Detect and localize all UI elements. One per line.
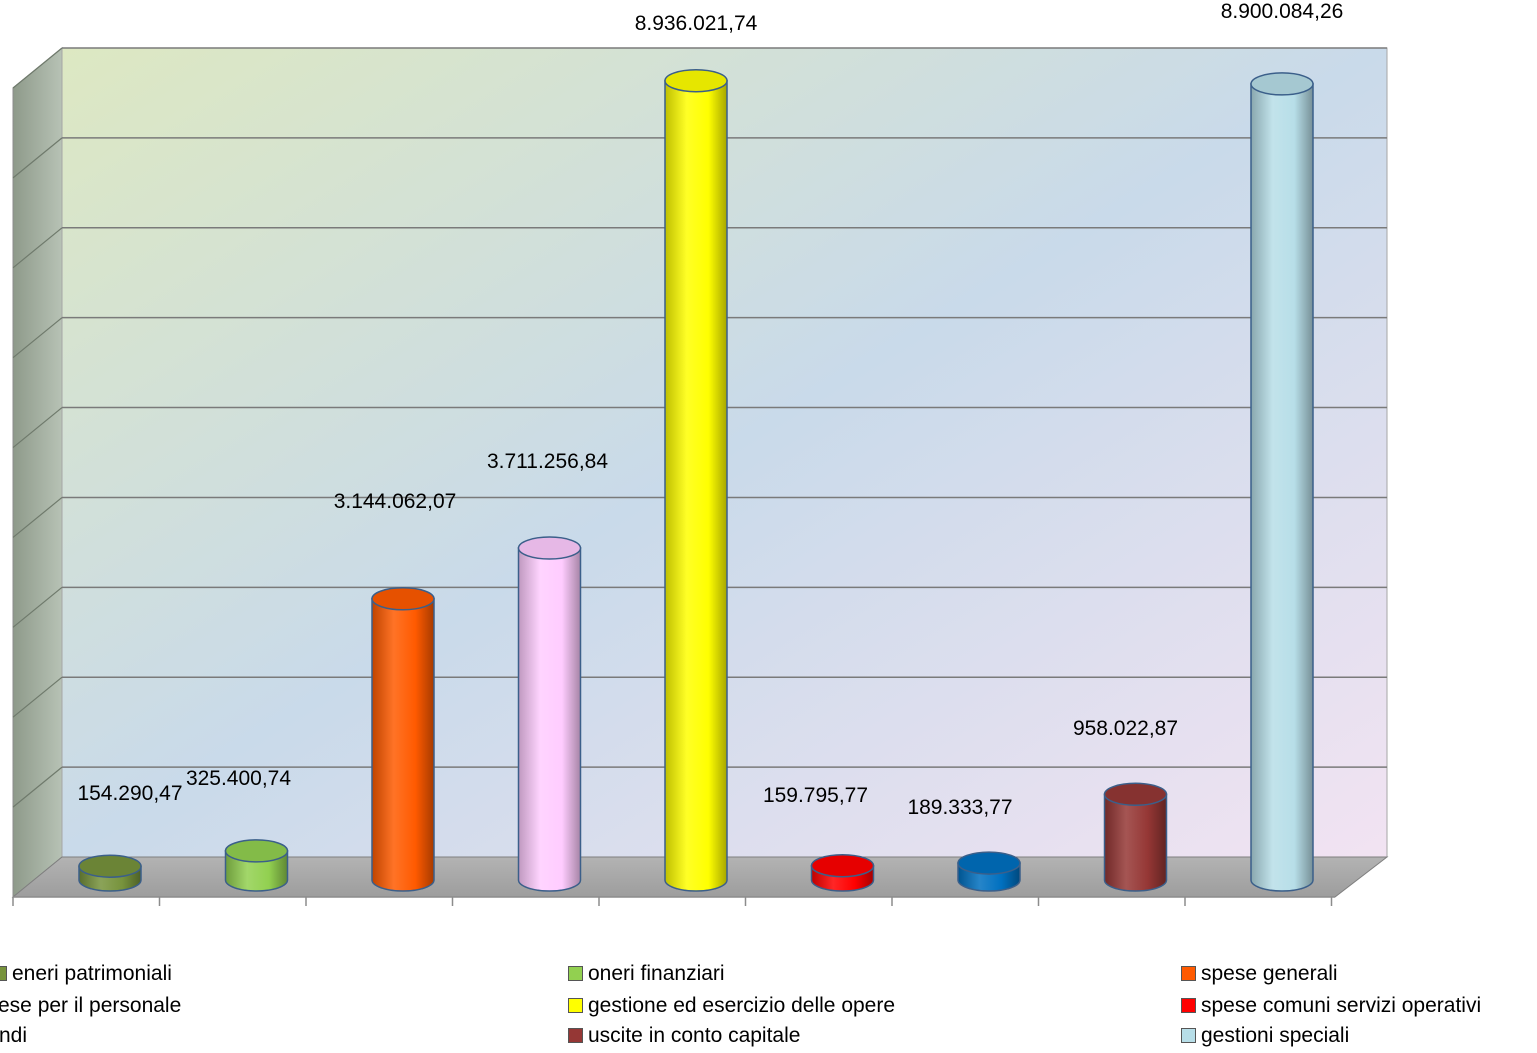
legend-item: spese generali <box>1181 960 1338 988</box>
bar-body <box>1103 793 1168 892</box>
bar-top <box>810 853 875 878</box>
legend-label: eneri patrimoniali <box>12 962 172 985</box>
gridline-side <box>12 227 63 269</box>
data-label: 958.022,87 <box>1073 717 1178 740</box>
side-wall <box>12 46 63 899</box>
bars <box>78 68 1314 892</box>
legend: eneri patrimoniali oneri finanziari spes… <box>0 960 1537 1053</box>
legend-item: uscite in conto capitale <box>568 1022 800 1050</box>
data-label: 154.290,47 <box>77 782 182 805</box>
bar-body <box>517 547 582 892</box>
bar-body <box>664 79 728 892</box>
legend-label: oneri finanziari <box>588 962 725 985</box>
bar <box>664 68 728 892</box>
legend-label: ese per il personale <box>0 994 182 1017</box>
legend-item: gestioni speciali <box>1181 1022 1349 1050</box>
gridline-side <box>12 586 63 628</box>
data-label: 3.711.256,84 <box>487 450 608 473</box>
bar <box>517 536 582 892</box>
legend-item: gestione ed esercizio delle opere <box>568 992 895 1020</box>
legend-label: gestioni speciali <box>1201 1024 1350 1047</box>
legend-label: spese generali <box>1201 962 1338 985</box>
legend-item: ese per il personale <box>0 992 181 1020</box>
gridline-side <box>12 137 63 179</box>
data-label: 8.900.084,26 <box>1221 0 1344 23</box>
legend-swatch <box>1181 998 1196 1013</box>
legend-item: eneri patrimoniali <box>0 960 172 988</box>
bar <box>810 853 875 892</box>
legend-label: spese comuni servizi operativi <box>1201 994 1482 1017</box>
legend-label: ndi <box>0 1024 28 1047</box>
data-label: 189.333,77 <box>907 796 1012 819</box>
bar-top <box>1103 782 1168 807</box>
bar-top <box>1250 72 1314 96</box>
bar-body <box>371 598 435 892</box>
bar-top <box>371 587 435 611</box>
legend-swatch <box>568 998 583 1013</box>
bar-top <box>957 851 1021 875</box>
legend-swatch <box>0 966 7 981</box>
bar <box>371 587 435 892</box>
bar-top <box>664 68 728 93</box>
bar <box>78 854 142 892</box>
bar <box>1250 72 1314 892</box>
legend-swatch <box>568 966 583 981</box>
data-label: 3.144.062,07 <box>334 490 457 513</box>
data-label: 159.795,77 <box>763 784 868 807</box>
bar-top <box>517 536 582 560</box>
legend-label: uscite in conto capitale <box>588 1024 801 1047</box>
legend-label: gestione ed esercizio delle opere <box>588 994 896 1017</box>
data-label: 8.936.021,74 <box>635 12 758 35</box>
data-label: 325.400,74 <box>186 767 291 790</box>
gridline-side <box>12 317 63 359</box>
gridline-side <box>12 766 63 808</box>
legend-item: oneri finanziari <box>568 960 725 988</box>
legend-swatch <box>1181 1028 1196 1043</box>
bar <box>224 839 289 892</box>
bar-top <box>78 854 142 878</box>
legend-item: ndi <box>0 1022 27 1050</box>
legend-swatch <box>1181 966 1196 981</box>
gridline-side <box>12 676 63 718</box>
legend-swatch <box>568 1028 583 1043</box>
bar-top <box>224 839 289 863</box>
gridline-side <box>12 47 63 89</box>
gridline-side <box>12 496 63 538</box>
bar <box>1103 782 1168 892</box>
gridline-side <box>12 407 63 449</box>
bar <box>957 851 1021 892</box>
bar-body <box>1250 83 1314 892</box>
legend-item: spese comuni servizi operativi <box>1181 992 1481 1020</box>
